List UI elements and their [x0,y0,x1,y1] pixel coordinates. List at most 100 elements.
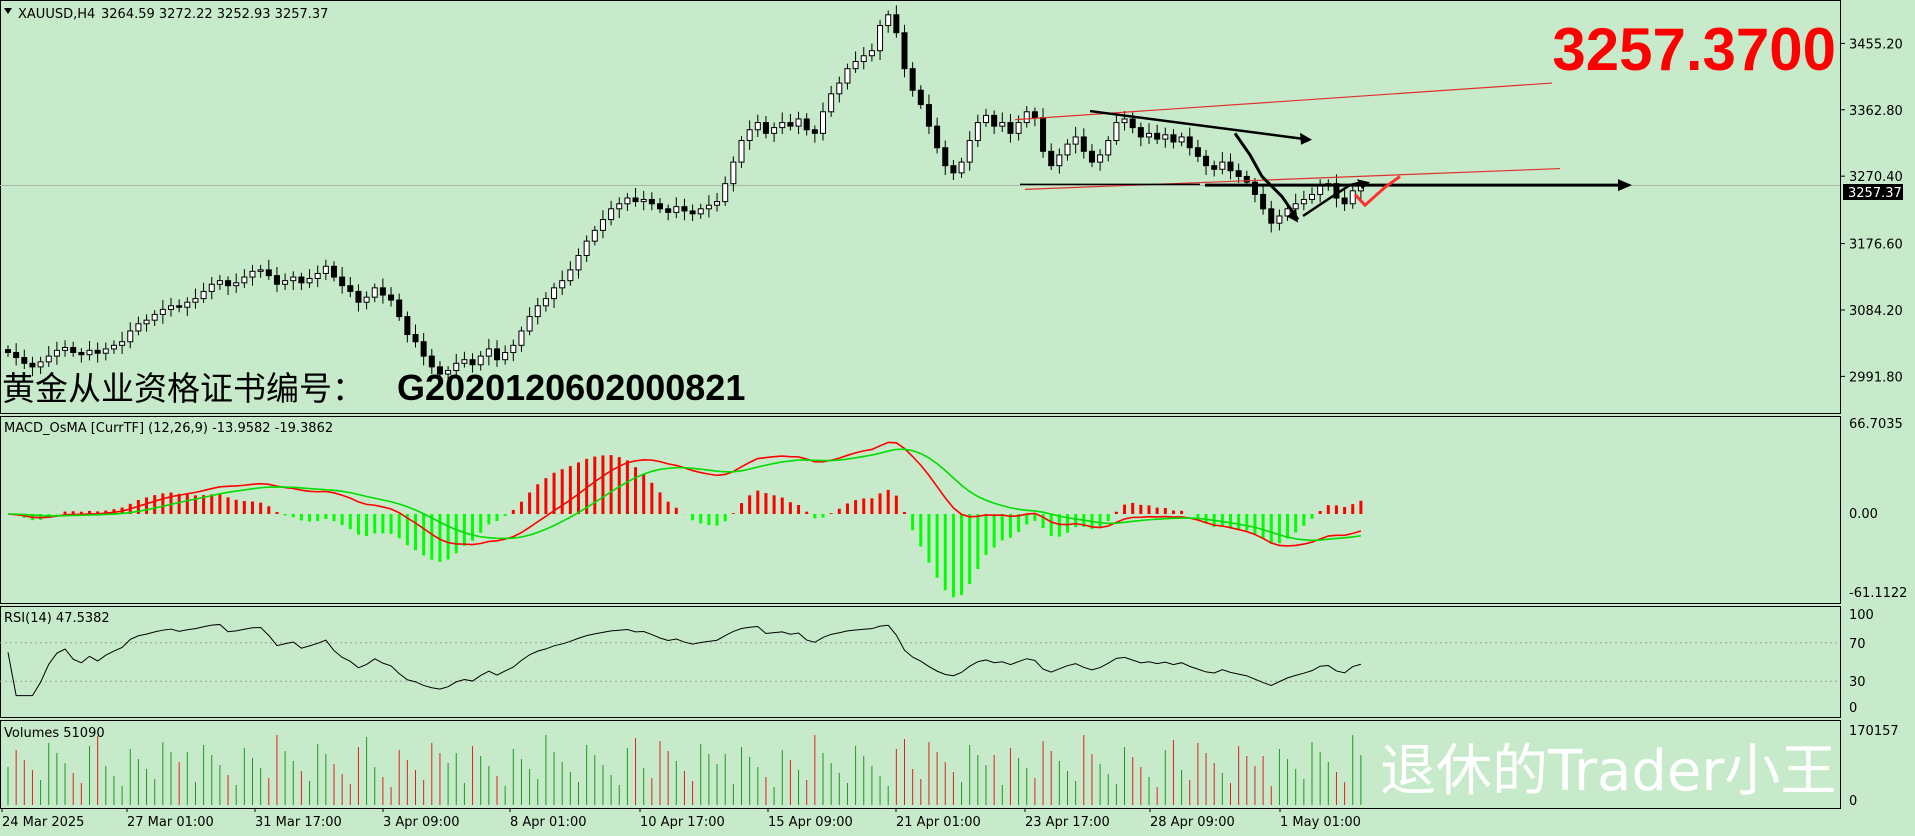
candle [714,192,721,212]
candle [436,361,443,380]
candle [388,287,395,307]
ohlc-values: 3264.59 3272.22 3252.93 3257.37 [101,7,328,22]
trend-down-line [1089,109,1306,141]
macd-panel-label: MACD_OsMA [CurrTF] (12,26,9) -13.9582 -1… [4,421,333,436]
candle [21,349,28,370]
bull-candle-body [216,280,223,285]
candle [1170,129,1177,149]
candle-group[interactable] [5,5,1364,383]
bull-candle-body [608,208,615,221]
candle [746,120,753,150]
bull-candle-body [159,308,166,315]
bull-candle-body [1015,122,1022,134]
bear-candle-body [331,265,337,278]
rsi-panel-frame [0,606,1841,718]
volume-bar-group [7,735,1362,805]
volume-tick-label: 170157 [1849,724,1899,739]
bull-candle-body [1056,154,1063,167]
bull-candle-body [510,344,517,354]
candle [934,117,941,154]
candle [200,282,207,303]
bull-candle-body [53,349,60,357]
candle [428,348,435,375]
candle [1031,107,1038,127]
candle [1309,187,1315,204]
bull-candle-body [135,323,142,332]
bull-candle-body [640,198,647,203]
bear-candle-body [901,32,908,70]
candle [518,326,525,352]
candle [298,272,305,290]
price-tick-label: 3084.20 [1849,304,1903,319]
channel-upper-line [1014,82,1553,121]
dropdown-triangle-icon[interactable] [4,8,12,14]
bull-candle-body [779,122,786,129]
bull-candle-body [1219,161,1226,170]
candle [1121,111,1128,131]
macd-panel-frame [0,416,1841,604]
bull-candle-body [999,122,1006,127]
bull-candle-body [62,346,69,351]
volume-panel-frame [0,720,1841,809]
candle [983,108,989,127]
bull-candle-body [322,265,329,274]
bull-candle-body [1300,198,1307,205]
candle [779,112,786,135]
candle [1178,132,1185,147]
bear-candle-body [379,287,386,296]
volume-tick-label: 0 [1849,794,1857,809]
time-tick-label: 23 Apr 17:00 [1025,815,1110,830]
candle [901,24,908,78]
channel-lower-line [1024,167,1561,190]
macd-line [7,441,1362,547]
bear-candle-body [265,269,272,277]
bull-candle-body [551,287,558,300]
candle [1088,144,1095,168]
candle [616,197,623,219]
bull-candle-body [1105,140,1112,156]
candle [608,200,615,226]
bear-candle-body [1137,127,1144,138]
bear-candle-body [273,275,280,285]
horizontal-arrowhead [1618,179,1632,192]
bull-candle-body [599,219,606,231]
bull-candle-body [526,316,533,332]
bear-candle-body [1194,147,1201,157]
bear-candle-body [917,89,924,106]
bear-candle-body [950,165,957,174]
candle [241,269,248,288]
bull-candle-body [844,68,851,84]
bull-candle-body [983,114,989,124]
drawn-objects-group[interactable] [1014,82,1632,223]
bull-candle-body [1309,193,1315,200]
cert-number: G2020120602000821 [397,367,745,408]
bull-candle-body [1146,132,1152,138]
candle [70,341,77,357]
bear-candle-body [689,210,696,215]
candle [958,157,965,178]
bull-candle-body [249,270,256,278]
current-price-tag-text: 3257.37 [1848,186,1902,201]
bull-candle-body [534,305,541,318]
bull-candle-body [820,111,826,134]
candle [1186,127,1193,156]
bear-candle-body [1007,122,1014,134]
candle [233,273,240,293]
candle [1227,153,1234,180]
candle [78,348,85,363]
candle [844,63,851,90]
bull-candle-body [771,127,778,134]
bull-candle-body [852,60,859,70]
macd-histogram-group [7,441,1363,598]
candle [282,273,289,290]
candle [314,265,321,288]
big-price-label: 3257.3700 [1552,16,1836,83]
time-tick-label: 28 Apr 09:00 [1150,815,1235,830]
candle [461,351,468,368]
bull-candle-body [738,140,745,163]
bull-candle-body [314,272,321,279]
price-tick-label: 2991.80 [1849,370,1903,385]
bear-candle-body [1260,193,1267,210]
bull-candle-body [1113,122,1120,142]
